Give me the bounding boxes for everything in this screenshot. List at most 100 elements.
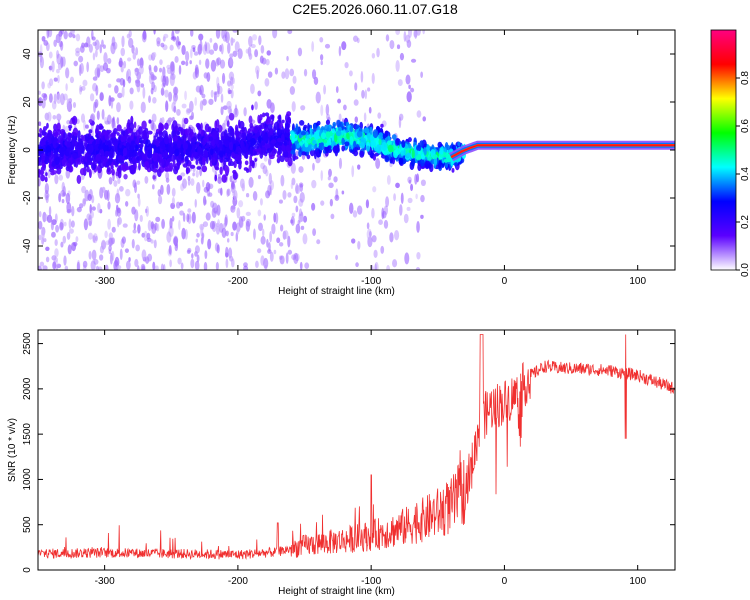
spectrogram-cell: [164, 136, 170, 145]
spectrogram-cell: [51, 160, 56, 168]
spectrogram-cell: [291, 131, 296, 140]
spectrogram-speckle: [268, 172, 272, 185]
spectrogram-speckle: [196, 232, 200, 238]
spectrogram-cell: [88, 168, 92, 179]
spectrogram-cell: [98, 130, 102, 138]
spectrogram-cell: [183, 117, 189, 125]
spectrogram-cell: [237, 154, 242, 163]
snr-y-tick-label: 2500: [22, 332, 33, 355]
spectrogram-cell: [135, 138, 139, 144]
spectrogram-speckle: [389, 232, 394, 243]
spectrogram-speckle: [154, 265, 159, 270]
spectrogram-speckle: [161, 218, 165, 229]
spectrogram-speckle: [140, 101, 146, 114]
spectrogram-speckle: [114, 193, 121, 204]
spectrogram-speckle: [190, 258, 195, 269]
spectrogram-speckle: [348, 70, 353, 77]
spectrogram-cell: [121, 130, 126, 135]
spectrogram-cell: [54, 156, 60, 165]
spectrogram-speckle: [293, 252, 299, 265]
spectrogram-speckle: [136, 58, 141, 67]
spectrogram-speckle: [173, 105, 177, 113]
spectrogram-cell: [68, 126, 72, 131]
spectrogram-speckle: [300, 105, 306, 111]
spectrogram-speckle: [335, 86, 339, 94]
spectrogram-cell: [384, 155, 390, 163]
spectrogram-speckle: [58, 192, 62, 203]
spectrogram-cell: [262, 140, 266, 146]
spectrogram-speckle: [266, 50, 271, 56]
spectrogram-speckle: [323, 84, 327, 95]
spectrogram-speckle: [107, 83, 112, 88]
carrier-peak: [450, 144, 675, 158]
spectrogram-speckle: [385, 34, 390, 42]
spectrogram-speckle: [256, 248, 262, 254]
spectrogram-speckle: [41, 228, 45, 240]
spectrogram-speckle: [132, 229, 137, 234]
spectrogram-speckle: [291, 101, 296, 112]
spectrogram-cell: [113, 138, 118, 148]
spectrogram-speckle: [232, 221, 237, 231]
snr-plot-frame: [37, 329, 676, 571]
spectrogram-cell: [245, 168, 250, 173]
spectrogram-speckle: [225, 258, 229, 269]
spectrogram-speckle: [287, 249, 293, 255]
spectrogram-speckle: [45, 194, 49, 204]
snr-y-tick-label: 0: [22, 567, 33, 573]
spectrogram-speckle: [371, 72, 375, 84]
spectrogram-cell: [424, 160, 431, 169]
spectrogram-speckle: [225, 252, 229, 258]
spectrogram-speckle: [208, 98, 214, 105]
spectrogram-speckle: [291, 254, 297, 260]
spectrogram-speckle: [320, 60, 323, 66]
spectrogram-speckle: [302, 215, 308, 223]
spectrogram-cell: [166, 158, 172, 163]
spectrogram-cell: [331, 128, 335, 134]
spectrogram-cell: [277, 129, 282, 135]
spectrogram-speckle: [311, 202, 316, 211]
spectrogram-speckle: [111, 226, 116, 233]
spectrogram-cell: [174, 148, 180, 157]
spectrogram-speckle: [210, 89, 214, 98]
spectrogram-speckle: [216, 76, 220, 89]
spectrogram-speckle: [374, 261, 379, 270]
spectrogram-speckle: [415, 267, 421, 270]
spectrogram-cell: [302, 126, 307, 132]
spectrogram-speckle: [116, 265, 122, 270]
spectrogram-speckle: [97, 202, 101, 213]
spectrogram-speckle: [217, 176, 222, 184]
spectrogram-cell: [39, 133, 42, 138]
spectrogram-cell: [169, 146, 174, 154]
spectrogram-speckle: [395, 30, 401, 36]
spectrogram-cell: [84, 133, 90, 141]
spectrogram-cell: [88, 129, 93, 134]
spectrogram-speckle: [259, 55, 264, 64]
spectrogram-cell: [189, 164, 196, 169]
spectrogram-cell: [48, 135, 52, 145]
spectrogram-speckle: [116, 102, 121, 113]
spectrogram-speckle: [45, 246, 50, 252]
spectrogram-speckle: [128, 37, 134, 48]
spectrogram-speckle: [38, 178, 41, 187]
spectrogram-speckle: [294, 253, 300, 262]
spectrogram-speckle: [171, 215, 175, 222]
spectrogram-speckle: [99, 92, 104, 102]
spectrogram-cell: [359, 150, 365, 158]
spectrogram-cell: [341, 145, 345, 152]
spectrogram-cell: [264, 112, 270, 117]
spectrogram-speckle: [185, 107, 191, 115]
spectrogram-speckle: [88, 250, 92, 260]
spectrogram-cell: [227, 153, 231, 160]
spectrogram-speckle: [162, 75, 167, 88]
snr-x-tick-label: 100: [629, 576, 646, 587]
spectrogram-cell: [203, 149, 209, 159]
spectrogram-speckle: [92, 235, 96, 243]
spectrogram-speckle: [193, 51, 199, 56]
spectrogram-cell: [391, 157, 396, 165]
spectrogram-speckle: [252, 34, 258, 41]
spectrogram-speckle: [52, 261, 57, 270]
colorbar-tick-label: 0.4: [740, 167, 750, 181]
spectrogram-speckle: [285, 252, 289, 264]
spectrogram-speckle: [131, 238, 135, 249]
spectrogram-speckle: [72, 102, 77, 109]
